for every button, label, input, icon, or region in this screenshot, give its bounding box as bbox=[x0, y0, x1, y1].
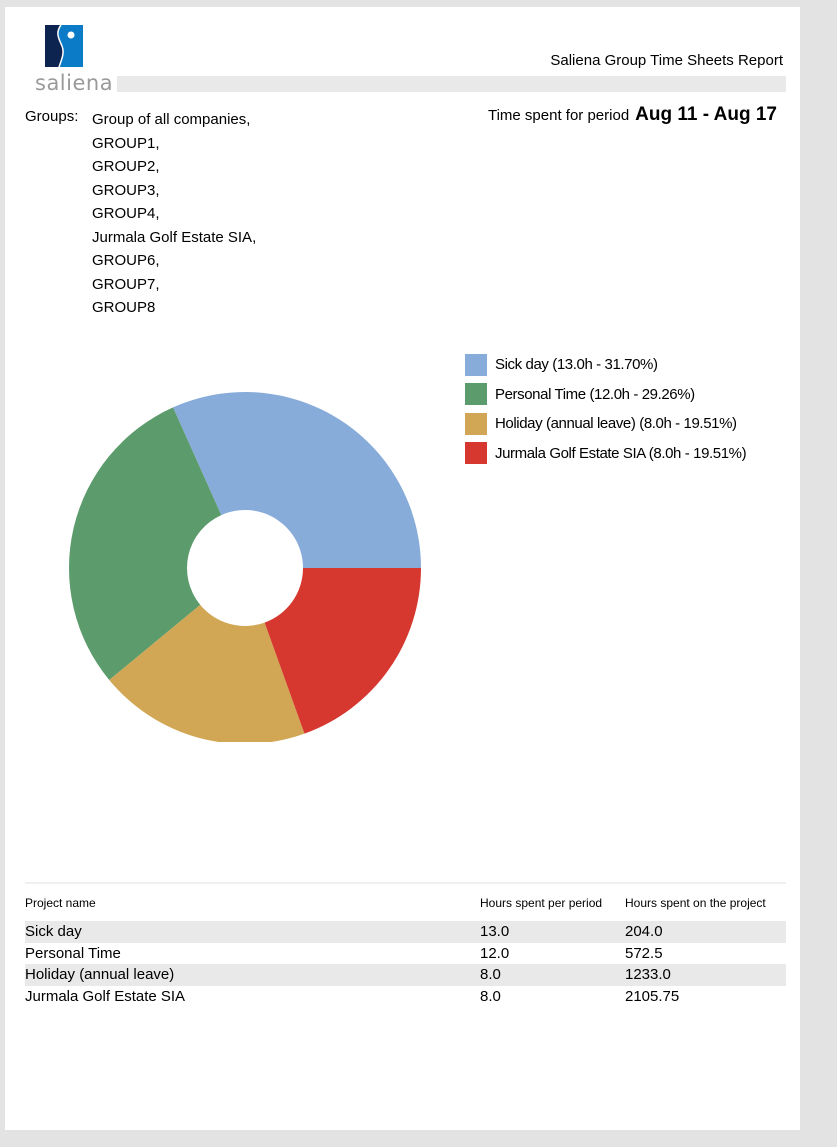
legend-swatch bbox=[465, 412, 487, 435]
group-item: GROUP4, bbox=[92, 205, 160, 222]
legend-item: Jurmala Golf Estate SIA (8.0h - 19.51%) bbox=[465, 439, 747, 469]
table-row: Jurmala Golf Estate SIA 8.0 2105.75 bbox=[25, 987, 680, 1005]
group-item: GROUP2, bbox=[92, 158, 160, 175]
legend-swatch bbox=[465, 442, 487, 465]
group-item: GROUP8 bbox=[92, 299, 156, 316]
period-label: Time spent for period bbox=[487, 107, 630, 124]
pie-slice bbox=[173, 392, 421, 568]
report-title: Saliena Group Time Sheets Report bbox=[550, 52, 783, 69]
projects-table: Project name Hours spent per period Hour… bbox=[25, 882, 786, 1007]
legend-item: Holiday (annual leave) (8.0h - 19.51%) bbox=[465, 409, 746, 439]
group-item: Jurmala Golf Estate SIA, bbox=[92, 228, 257, 246]
period: Time spent for period Aug 11 - Aug 17 bbox=[488, 104, 777, 126]
logo-text: saliena bbox=[35, 71, 114, 95]
group-item: Group of all companies, bbox=[92, 111, 251, 128]
divider bbox=[25, 882, 786, 884]
group-item: GROUP3, bbox=[92, 181, 160, 199]
legend-item: Sick day (13.0h - 31.70%) bbox=[465, 350, 746, 380]
saliena-logo-icon bbox=[45, 25, 83, 67]
table-row: Sick day 13.0 204.0 bbox=[25, 921, 786, 943]
legend-swatch bbox=[465, 353, 487, 376]
legend-item: Personal Time (12.0h - 29.26%) bbox=[465, 380, 746, 410]
groups-list: Group of all companies, GROUP1, GROUP2, … bbox=[92, 108, 256, 320]
group-item: GROUP6, bbox=[92, 252, 160, 269]
groups-label: Groups: bbox=[25, 108, 79, 125]
pie-slice bbox=[109, 604, 305, 742]
report-page: saliena Saliena Group Time Sheets Report… bbox=[5, 7, 800, 1130]
legend-swatch bbox=[465, 383, 487, 406]
donut-chart bbox=[68, 392, 421, 742]
period-value: Aug 11 - Aug 17 bbox=[635, 104, 777, 125]
chart-legend: Sick day (13.0h - 31.70%) Personal Time … bbox=[465, 350, 747, 469]
pie-slice bbox=[264, 568, 421, 734]
table-row: Holiday (annual leave) 8.0 1233.0 bbox=[25, 964, 786, 986]
table-row: Personal Time 12.0 572.5 bbox=[25, 944, 663, 962]
table-header: Project name Hours spent per period Hour… bbox=[25, 896, 766, 910]
pie-slice bbox=[68, 407, 222, 680]
header-bar bbox=[117, 76, 786, 92]
group-item: GROUP7, bbox=[92, 275, 160, 293]
group-item: GROUP1, bbox=[92, 134, 160, 152]
